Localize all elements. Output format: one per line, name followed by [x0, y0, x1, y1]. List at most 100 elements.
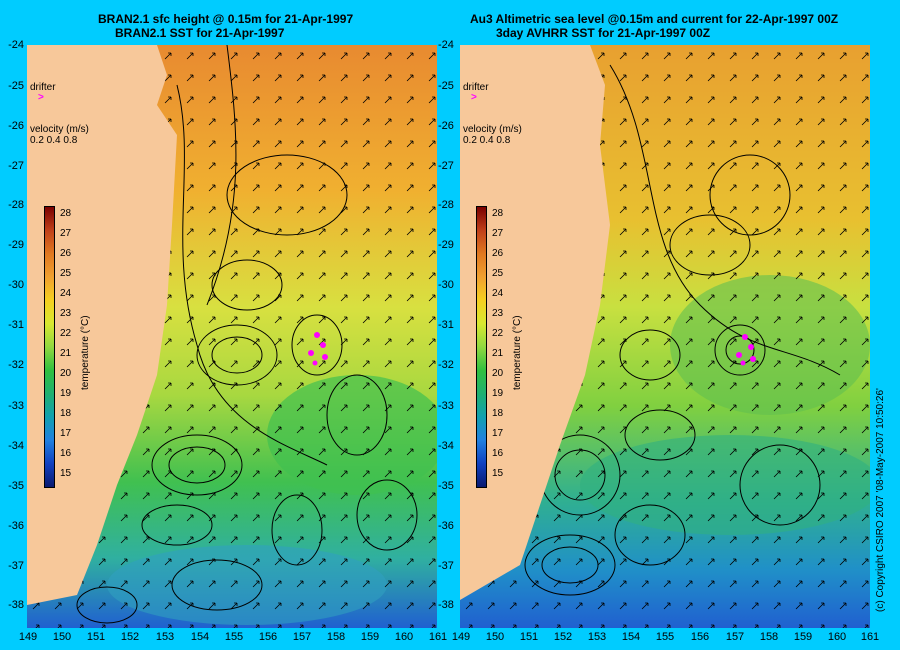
y-tick: -24 [8, 39, 24, 51]
y-tick: -34 [438, 440, 454, 452]
x-tick: 157 [725, 631, 745, 643]
colorbar-tick: 27 [492, 228, 504, 239]
right-drifter-label: drifter [463, 82, 489, 93]
left-velocity-scale: 0.2 0.4 0.8 [30, 135, 78, 146]
y-tick: -35 [8, 480, 24, 492]
y-tick: -24 [438, 39, 454, 51]
y-tick: -30 [438, 279, 454, 291]
x-tick: 159 [360, 631, 380, 643]
left-velocity-label: velocity (m/s) [30, 124, 89, 135]
x-tick: 149 [451, 631, 471, 643]
x-tick: 158 [759, 631, 779, 643]
y-tick: -25 [8, 80, 24, 92]
x-tick: 157 [292, 631, 312, 643]
y-tick: -36 [8, 520, 24, 532]
y-tick: -36 [438, 520, 454, 532]
colorbar-tick: 20 [60, 368, 72, 379]
right-velocity-label: velocity (m/s) [463, 124, 522, 135]
right-title-2: 3day AVHRR SST for 21-Apr-1997 00Z [496, 26, 711, 40]
y-tick: -26 [438, 120, 454, 132]
colorbar-tick: 27 [60, 228, 72, 239]
right-colorbar-label: temperature (°C) [512, 315, 523, 390]
y-tick: -37 [438, 560, 454, 572]
y-tick: -30 [8, 279, 24, 291]
colorbar-tick: 17 [60, 428, 72, 439]
y-tick: -31 [438, 319, 454, 331]
right-colorbar [476, 206, 487, 488]
colorbar-tick: 25 [492, 268, 504, 279]
colorbar-tick: 18 [60, 408, 72, 419]
colorbar-tick: 23 [492, 308, 504, 319]
y-tick: -28 [8, 199, 24, 211]
left-drifter-label: drifter [30, 82, 56, 93]
x-tick: 149 [18, 631, 38, 643]
right-drifter-marker: > [471, 92, 477, 103]
y-tick: -31 [8, 319, 24, 331]
y-tick: -25 [438, 80, 454, 92]
right-map-graphic [460, 45, 870, 628]
y-tick: -37 [8, 560, 24, 572]
right-map-panel [460, 45, 870, 628]
x-tick: 152 [120, 631, 140, 643]
colorbar-tick: 22 [60, 328, 72, 339]
x-tick: 153 [155, 631, 175, 643]
x-tick: 153 [587, 631, 607, 643]
colorbar-tick: 20 [492, 368, 504, 379]
left-map-panel [27, 45, 437, 628]
y-tick: -35 [438, 480, 454, 492]
left-map-graphic [27, 45, 437, 628]
colorbar-tick: 24 [492, 288, 504, 299]
y-tick: -32 [8, 359, 24, 371]
y-tick: -28 [438, 199, 454, 211]
colorbar-tick: 28 [60, 208, 72, 219]
x-tick: 156 [258, 631, 278, 643]
y-tick: -29 [438, 239, 454, 251]
y-tick: -38 [438, 599, 454, 611]
left-title-2: BRAN2.1 SST for 21-Apr-1997 [115, 26, 285, 40]
x-tick: 161 [428, 631, 448, 643]
colorbar-tick: 23 [60, 308, 72, 319]
x-tick: 156 [690, 631, 710, 643]
x-tick: 154 [190, 631, 210, 643]
x-tick: 159 [793, 631, 813, 643]
colorbar-tick: 26 [60, 248, 72, 259]
copyright-text: (c) Copyright CSIRO 2007 '08-May-2007 10… [875, 388, 886, 612]
colorbar-tick: 21 [492, 348, 504, 359]
colorbar-tick: 19 [60, 388, 72, 399]
x-tick: 160 [827, 631, 847, 643]
x-tick: 154 [621, 631, 641, 643]
right-velocity-scale: 0.2 0.4 0.8 [463, 135, 511, 146]
colorbar-tick: 26 [492, 248, 504, 259]
colorbar-tick: 28 [492, 208, 504, 219]
x-tick: 155 [655, 631, 675, 643]
left-title-1: BRAN2.1 sfc height @ 0.15m for 21-Apr-19… [98, 12, 354, 26]
x-tick: 161 [860, 631, 880, 643]
y-tick: -29 [8, 239, 24, 251]
x-tick: 150 [52, 631, 72, 643]
x-tick: 150 [485, 631, 505, 643]
colorbar-tick: 25 [60, 268, 72, 279]
colorbar-tick: 22 [492, 328, 504, 339]
colorbar-tick: 17 [492, 428, 504, 439]
colorbar-tick: 18 [492, 408, 504, 419]
y-tick: -32 [438, 359, 454, 371]
colorbar-tick: 15 [60, 468, 72, 479]
right-title-1: Au3 Altimetric sea level @0.15m and curr… [470, 12, 839, 26]
left-colorbar [44, 206, 55, 488]
colorbar-tick: 16 [492, 448, 504, 459]
colorbar-tick: 24 [60, 288, 72, 299]
x-tick: 160 [394, 631, 414, 643]
x-tick: 151 [519, 631, 539, 643]
x-tick: 158 [326, 631, 346, 643]
left-colorbar-label: temperature (°C) [80, 315, 91, 390]
y-tick: -33 [438, 400, 454, 412]
y-tick: -38 [8, 599, 24, 611]
colorbar-tick: 19 [492, 388, 504, 399]
left-drifter-marker: > [38, 92, 44, 103]
x-tick: 155 [224, 631, 244, 643]
y-tick: -27 [438, 160, 454, 172]
y-tick: -26 [8, 120, 24, 132]
colorbar-tick: 21 [60, 348, 72, 359]
y-tick: -27 [8, 160, 24, 172]
x-tick: 151 [86, 631, 106, 643]
